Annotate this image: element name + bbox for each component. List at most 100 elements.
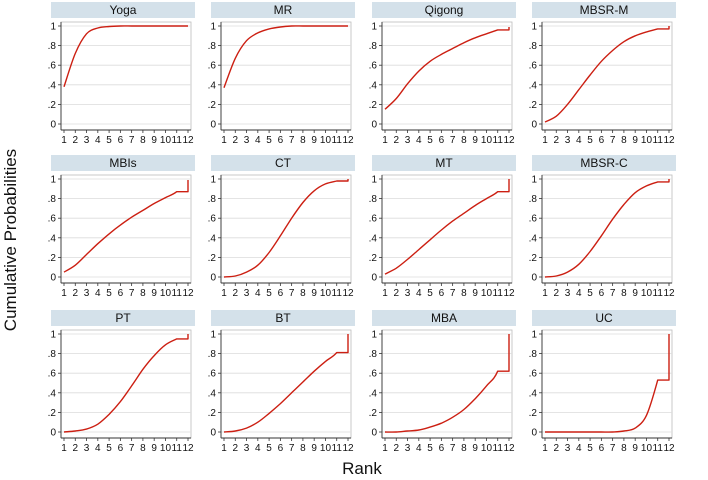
panel-title: CT bbox=[275, 156, 292, 170]
x-tick-label: 5 bbox=[587, 288, 593, 299]
panel-mbsr-m: MBSR-M0.2.4.6.811 2 3 4 5 6 7 8 9 10 11 12 bbox=[529, 2, 676, 146]
panel-title: MBIs bbox=[109, 156, 136, 170]
series-line-qigong bbox=[384, 27, 510, 110]
x-tick-label: 11 bbox=[653, 135, 664, 146]
x-tick-label: 11 bbox=[332, 443, 343, 454]
series-line-mba bbox=[384, 334, 510, 433]
plot-area bbox=[381, 21, 513, 131]
plot-area bbox=[60, 21, 192, 131]
series-line-uc bbox=[544, 334, 670, 433]
x-tick-label: 9 bbox=[311, 443, 317, 454]
y-tick-label: 0 bbox=[50, 428, 56, 439]
y-tick-label: 1 bbox=[531, 175, 537, 186]
x-tick-label: 4 bbox=[255, 135, 261, 146]
x-tick-label: 4 bbox=[576, 443, 582, 454]
x-tick-label: 12 bbox=[503, 443, 515, 454]
x-tick-label: 4 bbox=[95, 288, 101, 299]
x-tick-label: 8 bbox=[300, 135, 306, 146]
y-tick-label: 0 bbox=[50, 273, 56, 284]
y-tick-label: 1 bbox=[210, 175, 216, 186]
x-tick-label: 2 bbox=[232, 288, 238, 299]
x-tick-label: 10 bbox=[641, 288, 653, 299]
x-tick-label: 9 bbox=[311, 135, 317, 146]
x-tick-label: 11 bbox=[493, 443, 504, 454]
series-line-bt bbox=[223, 334, 349, 433]
x-tick-label: 1 bbox=[382, 288, 388, 299]
x-tick-label: 10 bbox=[641, 443, 653, 454]
panel-title: BT bbox=[275, 311, 291, 325]
panel-title-bar bbox=[372, 155, 516, 171]
x-tick-label: 3 bbox=[405, 288, 411, 299]
x-tick-label: 10 bbox=[481, 135, 493, 146]
y-tick-label: .2 bbox=[208, 408, 217, 419]
x-tick-label: 5 bbox=[427, 135, 433, 146]
x-tick-label: 4 bbox=[576, 288, 582, 299]
plot-area bbox=[541, 329, 673, 439]
x-tick-label: 5 bbox=[266, 288, 272, 299]
panel-title-bar bbox=[372, 2, 516, 18]
panel-title: MR bbox=[274, 3, 293, 17]
x-tick-label: 4 bbox=[95, 135, 101, 146]
y-tick-label: .4 bbox=[529, 233, 538, 244]
x-tick-label: 5 bbox=[587, 135, 593, 146]
y-tick-label: 1 bbox=[371, 330, 377, 341]
x-tick-label: 12 bbox=[663, 135, 675, 146]
x-tick-label: 6 bbox=[439, 135, 445, 146]
x-tick-label: 1 bbox=[542, 288, 548, 299]
x-tick-label: 11 bbox=[493, 288, 504, 299]
x-tick-label: 5 bbox=[266, 135, 272, 146]
x-tick-label: 7 bbox=[129, 443, 135, 454]
x-tick-label: 8 bbox=[621, 443, 627, 454]
y-tick-label: .2 bbox=[369, 253, 378, 264]
x-tick-label: 1 bbox=[61, 443, 67, 454]
x-tick-label: 10 bbox=[320, 288, 332, 299]
y-tick-label: .6 bbox=[48, 61, 57, 72]
x-tick-label: 3 bbox=[84, 135, 90, 146]
x-tick-label: 6 bbox=[278, 288, 284, 299]
x-tick-label: 2 bbox=[393, 443, 399, 454]
y-tick-label: .8 bbox=[369, 41, 378, 52]
x-tick-label: 3 bbox=[565, 135, 571, 146]
x-tick-label: 11 bbox=[172, 443, 183, 454]
x-tick-label: 9 bbox=[632, 443, 638, 454]
x-tick-label: 6 bbox=[439, 443, 445, 454]
y-tick-label: .8 bbox=[208, 349, 217, 360]
x-tick-label: 7 bbox=[289, 135, 295, 146]
x-tick-label: 6 bbox=[599, 443, 605, 454]
x-tick-label: 6 bbox=[599, 288, 605, 299]
x-tick-label: 9 bbox=[632, 288, 638, 299]
y-tick-label: .8 bbox=[369, 194, 378, 205]
panel-title-bar bbox=[51, 310, 195, 326]
panel-title-bar bbox=[51, 2, 195, 18]
y-tick-label: 1 bbox=[371, 22, 377, 33]
y-tick-label: 1 bbox=[371, 175, 377, 186]
panel-mbsr-c: MBSR-C0.2.4.6.811 2 3 4 5 6 7 8 9 10 11 12 bbox=[529, 155, 676, 299]
x-tick-label: 2 bbox=[553, 135, 559, 146]
y-tick-label: 1 bbox=[531, 330, 537, 341]
y-tick-label: .6 bbox=[208, 61, 217, 72]
x-tick-label: 11 bbox=[172, 135, 183, 146]
y-tick-label: .4 bbox=[208, 233, 217, 244]
y-tick-label: .2 bbox=[208, 100, 217, 111]
x-tick-label: 1 bbox=[221, 135, 227, 146]
x-tick-label: 9 bbox=[151, 135, 157, 146]
y-tick-label: 0 bbox=[371, 273, 377, 284]
x-tick-label: 5 bbox=[427, 443, 433, 454]
y-tick-label: .8 bbox=[48, 349, 57, 360]
y-tick-label: 0 bbox=[531, 428, 537, 439]
x-tick-label: 6 bbox=[118, 135, 124, 146]
x-tick-label: 12 bbox=[663, 443, 675, 454]
x-tick-label: 8 bbox=[140, 443, 146, 454]
x-tick-label: 1 bbox=[382, 443, 388, 454]
series-line-yoga bbox=[63, 25, 188, 88]
x-tick-label: 7 bbox=[129, 288, 135, 299]
y-tick-label: 1 bbox=[50, 330, 56, 341]
y-tick-label: 1 bbox=[531, 22, 537, 33]
x-tick-label: 4 bbox=[416, 288, 422, 299]
y-tick-label: .2 bbox=[208, 253, 217, 264]
y-tick-label: .6 bbox=[529, 61, 538, 72]
y-tick-label: .4 bbox=[529, 80, 538, 91]
